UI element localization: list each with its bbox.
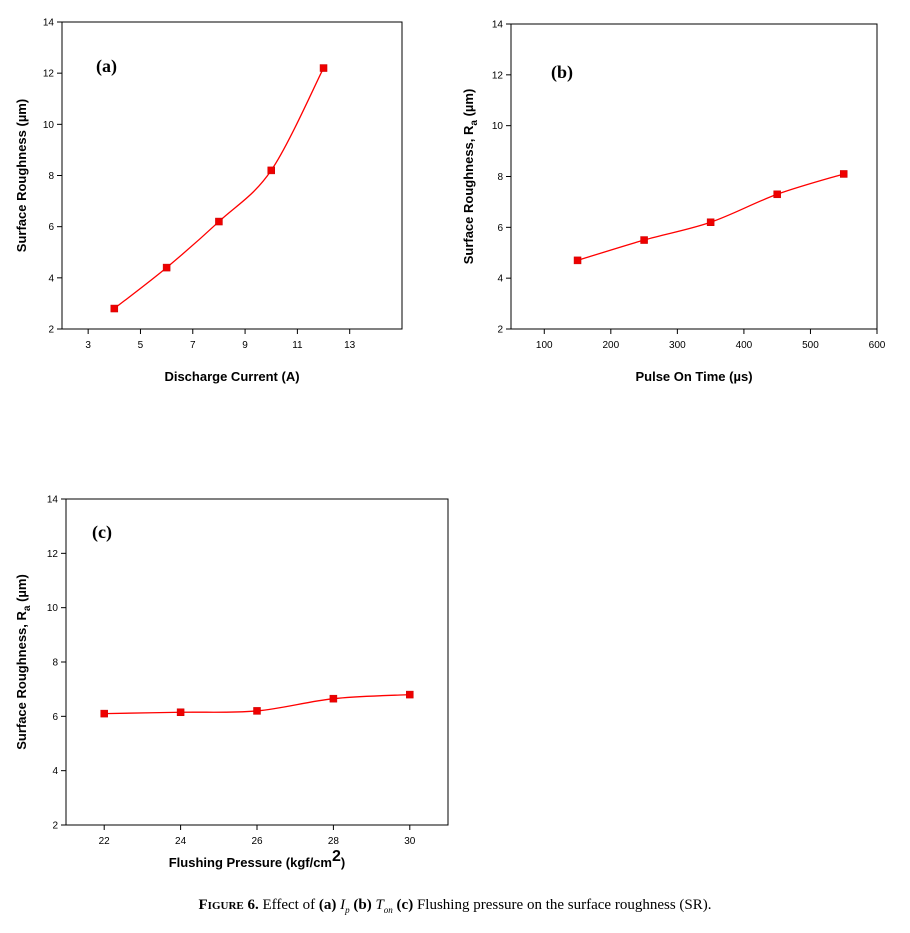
caption-ip: Ip bbox=[340, 897, 350, 915]
caption-ip-sub: p bbox=[345, 905, 350, 915]
y-tick-label: 4 bbox=[48, 273, 54, 284]
y-tick-label: 14 bbox=[492, 20, 504, 31]
chart-b-svg: 2 4 6 8 10 12 14 100 200 300 400 500 600 Pulse On Tim… bbox=[461, 20, 886, 385]
x-axis-label-text: Pulse On Time (µs) bbox=[635, 369, 752, 384]
x-tick-label: 22 bbox=[99, 836, 111, 847]
chart-panel-a: 2 4 6 8 10 12 14 3 5 7 9 11 13 Discharge Current (A) S… bbox=[0, 0, 420, 395]
x-tick-label: 28 bbox=[328, 836, 340, 847]
x-tick-label: 24 bbox=[175, 836, 187, 847]
y-axis-label-sub: a bbox=[469, 120, 480, 126]
x-axis-label: Pulse On Time (µs) bbox=[635, 369, 752, 384]
data-point-marker bbox=[640, 236, 648, 244]
data-point-marker bbox=[162, 263, 171, 272]
data-point-marker bbox=[215, 217, 223, 226]
x-tick-label: 200 bbox=[602, 340, 619, 351]
y-tick-label: 6 bbox=[497, 223, 503, 234]
y-tick-label: 4 bbox=[497, 274, 503, 285]
caption-ton-sub: on bbox=[383, 905, 393, 915]
panel-label-a: (a) bbox=[96, 56, 117, 77]
y-tick-label: 2 bbox=[48, 325, 54, 336]
y-tick-label: 12 bbox=[43, 69, 55, 80]
caption-figure-number: Figure 6. bbox=[198, 897, 259, 913]
y-axis-label: Surface Roughness, Ra (µm) bbox=[461, 89, 480, 265]
x-tick-label: 13 bbox=[344, 340, 356, 351]
chart-a-svg: 2 4 6 8 10 12 14 3 5 7 9 11 13 Discharge Current (A) S… bbox=[14, 18, 403, 384]
x-tick-label: 5 bbox=[138, 340, 144, 351]
x-tick-label: 600 bbox=[869, 340, 886, 351]
caption-ip-symbol: I bbox=[340, 897, 346, 913]
panel-label-b: (b) bbox=[551, 62, 573, 83]
y-tick-label: 6 bbox=[52, 712, 58, 723]
data-point-marker bbox=[253, 707, 261, 715]
x-axis-label-end: ) bbox=[341, 855, 345, 870]
caption-prefix: Effect of bbox=[262, 897, 316, 913]
series-line bbox=[113, 67, 325, 310]
x-tick-label: 3 bbox=[85, 340, 91, 351]
x-tick-label: 11 bbox=[292, 340, 303, 351]
x-tick-label: 300 bbox=[669, 340, 686, 351]
caption-suffix: Flushing pressure on the surface roughne… bbox=[416, 897, 712, 913]
panel-label-c: (c) bbox=[92, 522, 112, 543]
data-point-marker bbox=[773, 190, 781, 199]
chart-panel-b: 2 4 6 8 10 12 14 100 200 300 400 500 600 Pulse On Tim… bbox=[455, 0, 910, 395]
chart-panel-c: 2 4 6 8 10 12 14 22 24 26 28 30 Flushing Pressure (k… bbox=[0, 485, 470, 880]
x-tick-label: 7 bbox=[190, 340, 196, 351]
y-tick-label: 4 bbox=[52, 766, 58, 777]
y-axis-label-unit: (µm) bbox=[14, 574, 29, 605]
caption-c: (c) bbox=[396, 897, 414, 913]
plot-frame-c bbox=[65, 498, 449, 826]
y-tick-label: 8 bbox=[52, 658, 58, 669]
y-tick-label: 12 bbox=[492, 70, 504, 81]
caption-b: (b) bbox=[353, 897, 372, 913]
y-tick-label: 2 bbox=[52, 821, 58, 832]
data-point-marker bbox=[706, 218, 715, 226]
caption-a: (a) bbox=[318, 897, 337, 913]
data-point-marker bbox=[110, 304, 119, 313]
y-tick-label: 8 bbox=[48, 171, 54, 182]
x-tick-label: 500 bbox=[802, 340, 819, 351]
y-axis-label: Surface Roughness, Ra (µm) bbox=[14, 574, 33, 750]
y-axis-label-unit: (µm) bbox=[461, 89, 476, 120]
x-axis-label-text: Flushing Pressure (kgf/cm bbox=[169, 855, 332, 870]
x-tick-label: 100 bbox=[536, 340, 553, 351]
y-tick-label: 14 bbox=[43, 18, 55, 29]
y-axis-label-text: Surface Roughness, R bbox=[461, 125, 476, 264]
y-tick-label: 6 bbox=[48, 222, 54, 233]
x-axis-label: Discharge Current (A) bbox=[164, 369, 299, 384]
x-tick-label: 30 bbox=[404, 836, 416, 847]
y-axis-label-text: Surface Roughness, R bbox=[14, 610, 29, 749]
data-point-marker bbox=[319, 64, 328, 72]
x-tick-label: 9 bbox=[242, 340, 248, 351]
y-tick-label: 8 bbox=[497, 172, 503, 183]
data-point-marker bbox=[329, 694, 338, 703]
x-axis-label-sup: 2 bbox=[332, 848, 341, 865]
x-tick-label: 400 bbox=[736, 340, 753, 351]
x-axis-label-text: Discharge Current (A) bbox=[164, 369, 299, 384]
y-tick-label: 12 bbox=[47, 549, 59, 560]
y-axis-label: Surface Roughness (µm) bbox=[14, 99, 29, 252]
y-axis-label-sub: a bbox=[22, 605, 33, 611]
y-tick-label: 10 bbox=[47, 603, 59, 614]
data-point-marker bbox=[573, 256, 582, 265]
x-tick-label: 26 bbox=[251, 836, 263, 847]
series-line bbox=[577, 173, 844, 261]
data-point-marker bbox=[839, 170, 848, 178]
y-tick-label: 2 bbox=[497, 325, 503, 336]
data-point-marker bbox=[100, 709, 108, 718]
y-tick-label: 10 bbox=[492, 121, 504, 132]
y-axis-label-text: Surface Roughness (µm) bbox=[14, 99, 29, 252]
data-point-marker bbox=[406, 690, 414, 699]
caption-ton-symbol: T bbox=[375, 897, 384, 913]
caption-ton: Ton bbox=[375, 897, 393, 915]
y-tick-label: 14 bbox=[47, 495, 59, 506]
data-point-marker bbox=[267, 166, 275, 175]
figure-caption: Figure 6. Effect of (a) Ip (b) Ton (c) F… bbox=[0, 897, 910, 915]
y-tick-label: 10 bbox=[43, 120, 55, 131]
data-point-marker bbox=[176, 708, 185, 717]
x-axis-label: Flushing Pressure (kgf/cm2) bbox=[169, 848, 346, 870]
